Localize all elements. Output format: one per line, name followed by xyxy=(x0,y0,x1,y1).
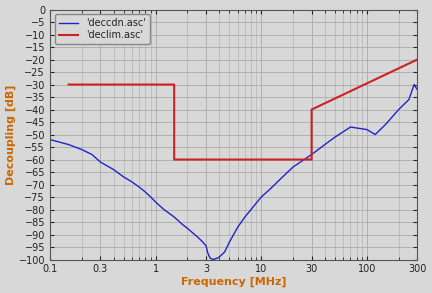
'deccdn.asc' xyxy=(277,178,283,181)
'deccdn.asc' xyxy=(248,208,254,211)
Y-axis label: Decoupling [dB]: Decoupling [dB] xyxy=(6,84,16,185)
'deccdn.asc' xyxy=(172,215,177,219)
'deccdn.asc' xyxy=(205,250,210,254)
'declim.asc' xyxy=(309,108,314,111)
'deccdn.asc' xyxy=(79,148,84,151)
Line: 'deccdn.asc': 'deccdn.asc' xyxy=(50,85,417,260)
Legend: 'deccdn.asc', 'declim.asc': 'deccdn.asc', 'declim.asc' xyxy=(55,14,149,44)
'deccdn.asc' xyxy=(189,230,194,234)
'deccdn.asc' xyxy=(222,250,227,254)
'deccdn.asc' xyxy=(412,83,417,86)
'deccdn.asc' xyxy=(373,133,378,136)
'deccdn.asc' xyxy=(48,138,53,141)
Line: 'declim.asc': 'declim.asc' xyxy=(69,59,417,160)
'deccdn.asc' xyxy=(216,255,222,259)
'deccdn.asc' xyxy=(348,125,353,129)
'deccdn.asc' xyxy=(162,208,167,211)
'deccdn.asc' xyxy=(396,108,401,111)
'deccdn.asc' xyxy=(364,128,369,131)
'declim.asc' xyxy=(172,158,177,161)
'deccdn.asc' xyxy=(185,226,190,230)
'deccdn.asc' xyxy=(180,223,185,226)
'deccdn.asc' xyxy=(66,143,71,146)
'deccdn.asc' xyxy=(227,240,232,244)
'declim.asc' xyxy=(309,158,314,161)
'deccdn.asc' xyxy=(143,190,148,194)
'deccdn.asc' xyxy=(148,195,153,199)
X-axis label: Frequency [MHz]: Frequency [MHz] xyxy=(181,277,286,287)
'deccdn.asc' xyxy=(208,257,213,260)
'deccdn.asc' xyxy=(235,225,240,229)
'deccdn.asc' xyxy=(214,257,219,260)
'deccdn.asc' xyxy=(111,168,116,171)
'deccdn.asc' xyxy=(242,215,248,219)
'deccdn.asc' xyxy=(407,98,412,101)
'deccdn.asc' xyxy=(415,88,420,91)
'deccdn.asc' xyxy=(333,135,338,139)
'deccdn.asc' xyxy=(195,235,200,239)
'deccdn.asc' xyxy=(153,200,158,204)
'deccdn.asc' xyxy=(383,123,388,126)
'declim.asc' xyxy=(66,83,71,86)
'deccdn.asc' xyxy=(130,180,135,184)
'deccdn.asc' xyxy=(259,195,264,199)
'deccdn.asc' xyxy=(206,254,212,258)
'deccdn.asc' xyxy=(290,165,295,169)
'deccdn.asc' xyxy=(137,185,142,189)
'deccdn.asc' xyxy=(204,246,210,250)
'deccdn.asc' xyxy=(203,244,209,248)
'declim.asc' xyxy=(172,83,177,86)
'declim.asc' xyxy=(415,58,420,61)
'deccdn.asc' xyxy=(309,153,314,156)
'deccdn.asc' xyxy=(98,160,103,164)
'deccdn.asc' xyxy=(210,258,216,261)
'deccdn.asc' xyxy=(89,153,95,156)
'deccdn.asc' xyxy=(267,188,272,191)
'deccdn.asc' xyxy=(200,240,206,244)
'deccdn.asc' xyxy=(121,175,127,179)
'deccdn.asc' xyxy=(322,143,327,146)
